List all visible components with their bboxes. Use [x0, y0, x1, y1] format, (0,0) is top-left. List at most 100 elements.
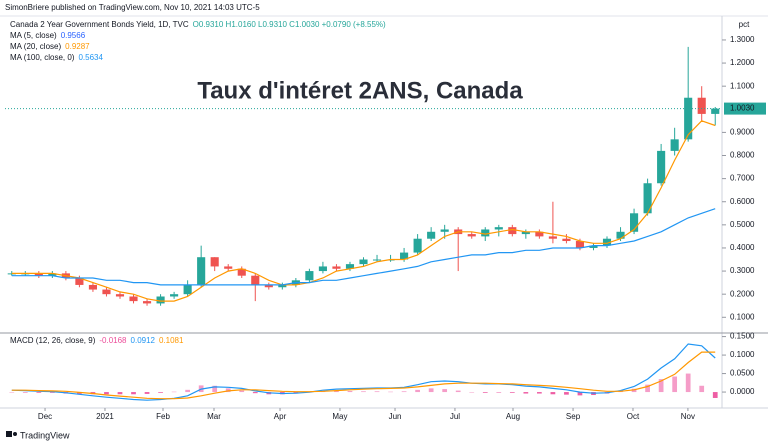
- candle-body: [170, 294, 179, 297]
- candle-body: [427, 231, 436, 239]
- candle-body: [521, 231, 530, 235]
- candle-body: [589, 245, 598, 248]
- histogram-bar: [509, 392, 515, 393]
- histogram-bar: [645, 384, 650, 393]
- histogram-bar: [131, 392, 136, 395]
- histogram-bar: [658, 379, 664, 393]
- candle-body: [7, 273, 16, 275]
- candle-body: [481, 229, 490, 237]
- histogram-bar: [225, 388, 231, 393]
- legend-text: -0.0168: [99, 336, 127, 345]
- candle-body: [562, 238, 571, 242]
- candle-body: [711, 108, 720, 114]
- legend-line: MACD (12, 26, close, 9) -0.0168 0.0912 0.10…: [10, 336, 184, 345]
- legend-text: 0.9287: [65, 42, 90, 51]
- y-tick-label: 0.1000: [730, 312, 755, 321]
- unit-label: pct: [739, 20, 750, 29]
- candle-body: [400, 252, 409, 260]
- legend-text: Canada 2 Year Government Bonds Yield, 1D…: [10, 20, 189, 29]
- x-tick-label: Aug: [506, 412, 520, 421]
- x-tick-label: Jul: [450, 412, 460, 421]
- histogram-bar: [712, 392, 718, 398]
- histogram-bar: [104, 392, 109, 395]
- histogram-bar: [158, 392, 163, 393]
- candle-body: [210, 257, 219, 267]
- candle-body: [237, 268, 246, 276]
- histogram-bar: [212, 385, 218, 393]
- histogram-bar: [22, 392, 28, 393]
- histogram-bar: [252, 392, 258, 394]
- candle-body: [548, 236, 557, 239]
- histogram-bar: [550, 392, 556, 395]
- candle-body: [318, 266, 327, 272]
- y-tick-label: 0.4000: [730, 243, 755, 252]
- x-tick-label: Jun: [389, 412, 402, 421]
- histogram-bar: [523, 392, 529, 394]
- legend-text: MACD (12, 26, close, 9): [10, 336, 96, 345]
- candle-body: [494, 227, 503, 230]
- histogram-bar: [144, 392, 150, 394]
- legend-text: 0.5634: [78, 53, 103, 62]
- histogram-bar: [428, 388, 434, 393]
- x-tick-label: Nov: [681, 412, 695, 421]
- candle-body: [34, 273, 43, 276]
- candle-body: [657, 150, 666, 184]
- legend-line: MA (5, close) 0.9566: [10, 31, 86, 40]
- x-tick-label: Apr: [274, 412, 287, 421]
- candle-body: [670, 139, 679, 151]
- candle-body: [575, 241, 585, 248]
- line-series: [11, 208, 716, 286]
- y-tick-label: 0.0000: [730, 387, 755, 396]
- histogram-bar: [49, 392, 55, 393]
- histogram-bar: [564, 392, 569, 395]
- y-tick-label: 1.1000: [730, 81, 755, 90]
- candle-body: [643, 183, 652, 214]
- x-tick-label: May: [332, 412, 347, 421]
- x-tick-label: Mar: [207, 412, 221, 421]
- legend-text: MA (20, close): [10, 42, 61, 51]
- x-tick-label: Dec: [38, 412, 52, 421]
- candle-body: [413, 238, 422, 253]
- histogram-bar: [496, 392, 502, 393]
- legend-text: MA (5, close): [10, 31, 57, 40]
- candle-body: [684, 97, 693, 140]
- legend-text: O0.9310 H1.0160 L0.9310 C1.0030 +0.0790 …: [193, 20, 386, 29]
- histogram-bar: [347, 390, 353, 393]
- candle-body: [278, 284, 287, 288]
- candle-body: [616, 231, 625, 239]
- candle-body: [183, 284, 192, 295]
- legend-line: MA (20, close) 0.9287: [10, 42, 90, 51]
- candle-body: [359, 259, 368, 265]
- histogram-bar: [374, 391, 380, 393]
- y-tick-label: 0.3000: [730, 266, 755, 275]
- y-tick-label: 0.5000: [730, 220, 755, 229]
- candle-body: [75, 278, 84, 285]
- y-tick-label: 0.1000: [730, 350, 755, 359]
- candle-body: [602, 238, 612, 246]
- candle-body: [102, 289, 111, 295]
- histogram-bar: [442, 389, 448, 393]
- candle-body: [345, 264, 355, 269]
- chart-title: Taux d'intéret 2ANS, Canada: [197, 77, 523, 104]
- footer-logo: [6, 431, 17, 437]
- footer-brand: TradingView: [20, 430, 70, 440]
- published-line: SimonBriere published on TradingView.com…: [5, 3, 260, 12]
- y-tick-label: 1.3000: [730, 35, 755, 44]
- y-tick-label: 0.9000: [730, 128, 755, 137]
- histogram-bar: [185, 389, 190, 393]
- line-series: [11, 120, 716, 302]
- x-tick-label: Oct: [627, 412, 640, 421]
- histogram-bar: [361, 391, 366, 393]
- histogram-bar: [401, 391, 407, 393]
- x-tick-label: 2021: [96, 412, 114, 421]
- y-tick-label: 0.1500: [730, 332, 755, 341]
- candle-body: [88, 284, 97, 290]
- candle-body: [697, 97, 706, 114]
- histogram-bar: [685, 373, 691, 393]
- legend-line: MA (100, close, 0) 0.5634: [10, 53, 104, 62]
- x-tick-label: Feb: [156, 412, 170, 421]
- candle-body: [156, 296, 165, 304]
- candle-body: [115, 294, 125, 297]
- candle-body: [48, 273, 57, 276]
